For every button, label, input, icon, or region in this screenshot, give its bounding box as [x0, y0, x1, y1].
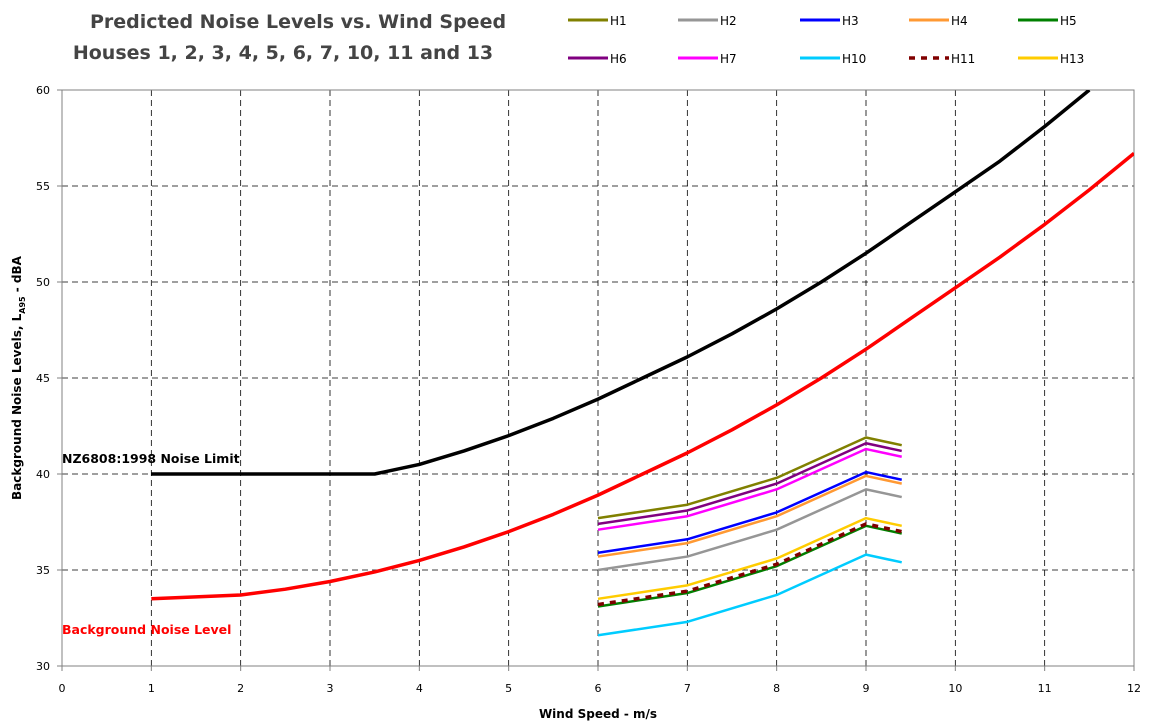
legend-label-h4: H4 [951, 14, 968, 28]
legend-label-h13: H13 [1060, 52, 1084, 66]
chart-title-line1: Predicted Noise Levels vs. Wind Speed [90, 11, 506, 33]
curves [151, 90, 1134, 601]
x-tick-label: 8 [773, 682, 780, 695]
series-h3 [597, 470, 902, 554]
legend: H1 H2 H3 H4 H5 H6 H7 H10 H11 H13 [568, 14, 1084, 66]
series-h7 [597, 447, 902, 531]
limit-curve [151, 90, 1091, 476]
y-tick-label: 35 [36, 564, 50, 577]
series-h13 [597, 516, 902, 601]
y-tick-label: 60 [36, 84, 50, 97]
y-tick-label: 40 [36, 468, 50, 481]
legend-label-h7: H7 [720, 52, 737, 66]
legend-label-h1: H1 [610, 14, 627, 28]
x-tick-label: 5 [505, 682, 512, 695]
y-tick-label: 50 [36, 276, 50, 289]
x-axis-ticks: 0 1 2 3 4 5 6 7 8 9 10 11 12 [59, 666, 1141, 695]
y-tick-label: 30 [36, 660, 50, 673]
background-noise-label: Background Noise Level [62, 622, 231, 637]
noise-limit-label: NZ6808:1998 Noise Limit [62, 451, 240, 466]
legend-label-h3: H3 [842, 14, 859, 28]
legend-label-h5: H5 [1060, 14, 1077, 28]
y-tick-label: 55 [36, 180, 50, 193]
x-tick-label: 9 [863, 682, 870, 695]
x-tick-label: 4 [416, 682, 423, 695]
legend-label-h10: H10 [842, 52, 866, 66]
x-tick-label: 10 [948, 682, 962, 695]
y-axis-label-unit: - dBA [10, 255, 24, 296]
x-tick-label: 2 [237, 682, 244, 695]
x-tick-label: 11 [1038, 682, 1052, 695]
series [597, 436, 903, 637]
y-tick-label: 45 [36, 372, 50, 385]
x-tick-label: 1 [148, 682, 155, 695]
x-tick-label: 0 [59, 682, 66, 695]
y-axis-label: Background Noise Levels, LA95 - dBA [10, 255, 27, 500]
series-h5 [597, 524, 902, 608]
series-h10 [597, 553, 902, 637]
series-h4 [597, 474, 902, 558]
legend-label-h2: H2 [720, 14, 737, 28]
background-curve [151, 152, 1134, 601]
x-tick-label: 3 [327, 682, 334, 695]
series-h11 [597, 522, 903, 607]
x-axis-label: Wind Speed - m/s [539, 707, 657, 721]
x-tick-label: 7 [684, 682, 691, 695]
y-axis-label-subscript: A95 [18, 296, 27, 314]
x-tick-label: 12 [1127, 682, 1141, 695]
legend-label-h6: H6 [610, 52, 627, 66]
series-h2 [597, 488, 902, 572]
chart-title-line2: Houses 1, 2, 3, 4, 5, 6, 7, 10, 11 and 1… [73, 42, 493, 64]
series-h1 [597, 436, 902, 520]
y-axis-label-main: Background Noise Levels, L [10, 313, 24, 500]
x-tick-label: 6 [595, 682, 602, 695]
y-axis-ticks: 30 35 40 45 50 55 60 [36, 84, 62, 673]
grid [62, 90, 1134, 666]
legend-label-h11: H11 [951, 52, 975, 66]
series-h6 [597, 442, 902, 526]
